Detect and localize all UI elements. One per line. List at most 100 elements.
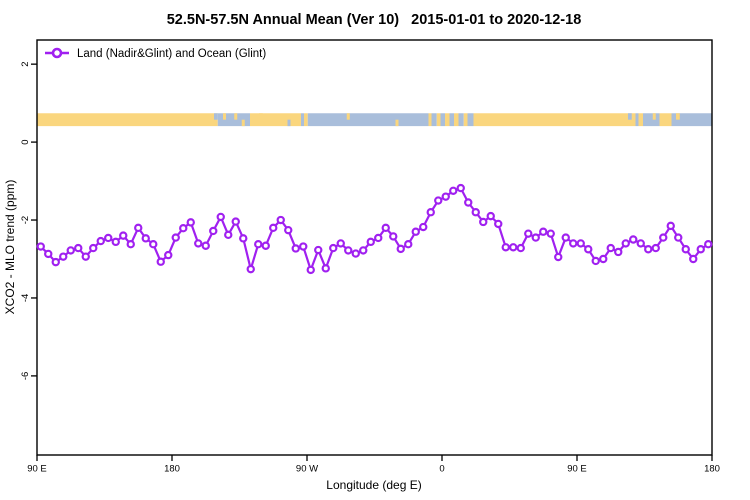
data-point-marker	[119, 231, 128, 240]
data-point-marker	[674, 233, 683, 242]
data-point-marker	[66, 246, 75, 255]
x-axis-tick-label: 90 W	[296, 464, 318, 475]
data-point-marker	[516, 243, 525, 253]
x-axis-tick-label: 90 E	[567, 464, 587, 475]
data-point-marker	[456, 183, 465, 193]
data-series	[36, 183, 713, 275]
data-point-marker	[509, 243, 518, 252]
data-point-marker	[396, 244, 405, 254]
map-band-segment-land	[445, 113, 450, 127]
data-point-marker	[659, 233, 668, 242]
map-band-segment-ocean	[635, 113, 639, 127]
map-band-segment-land	[436, 113, 441, 127]
data-point-marker	[366, 237, 375, 247]
data-point-marker	[479, 217, 488, 227]
data-point-marker	[636, 239, 645, 248]
data-point-marker	[419, 222, 428, 232]
data-point-marker	[344, 246, 353, 255]
map-band-speck-land	[395, 119, 399, 127]
y-axis-tick-label: 2	[20, 62, 31, 67]
x-axis-tick-label: 180	[164, 464, 180, 475]
map-band-segment-land	[250, 113, 301, 127]
data-point-marker	[96, 236, 105, 246]
data-point-marker	[164, 250, 173, 260]
y-axis-label: XCO2 - MLO trend (ppm)	[3, 180, 17, 315]
map-band-segment-land	[659, 113, 672, 127]
data-point-marker	[246, 264, 255, 274]
data-point-marker	[441, 192, 450, 201]
map-band-segment-ocean	[440, 113, 445, 127]
map-band-speck-ocean	[287, 119, 291, 127]
map-band-segment-land	[638, 113, 643, 127]
data-point-marker	[284, 225, 293, 235]
data-point-marker	[216, 212, 225, 222]
y-axis-tick-label: -2	[20, 216, 31, 224]
data-point-marker	[209, 226, 218, 236]
data-point-marker	[546, 229, 555, 238]
data-point-marker	[434, 196, 443, 205]
x-axis-label: Longitude (deg E)	[326, 478, 421, 492]
data-point-marker	[299, 242, 308, 251]
map-band-segment-ocean	[431, 113, 437, 127]
y-axis-tick-label: -4	[20, 294, 31, 302]
data-point-marker	[149, 239, 158, 249]
data-point-marker	[404, 239, 413, 249]
data-point-marker	[494, 219, 503, 229]
legend-label: Land (Nadir&Glint) and Ocean (Glint)	[77, 48, 266, 60]
data-point-marker	[74, 243, 83, 253]
map-band-speck-land	[346, 113, 350, 120]
data-point-marker	[651, 243, 660, 253]
map-band-speck-land	[223, 113, 226, 120]
map-band-segment-ocean	[643, 113, 660, 127]
data-point-marker	[449, 186, 458, 196]
map-band-segment-land	[473, 113, 636, 127]
data-point-marker	[134, 223, 143, 233]
data-point-marker	[104, 233, 113, 243]
data-point-marker	[501, 243, 510, 252]
data-point-marker	[614, 247, 623, 257]
map-band-speck-land	[676, 113, 680, 120]
data-point-marker	[471, 208, 480, 217]
data-point-marker	[314, 245, 323, 255]
data-point-marker	[389, 232, 398, 241]
data-point-marker	[239, 234, 248, 243]
x-axis-tick-label: 0	[439, 464, 444, 475]
data-point-marker	[486, 211, 495, 221]
map-band-segment-ocean	[217, 113, 250, 127]
data-point-marker	[261, 241, 270, 250]
data-point-marker	[644, 245, 653, 254]
axes: 90 E 180 90 W 0 90 E 180 2 0 -2 -4 -6	[20, 62, 720, 475]
map-band-speck-ocean	[214, 113, 218, 120]
legend: Land (Nadir&Glint) and Ocean (Glint)	[45, 47, 266, 60]
data-point-marker	[359, 246, 368, 255]
data-point-marker	[554, 252, 563, 262]
map-band-segment-land	[463, 113, 468, 127]
data-point-marker	[321, 264, 330, 273]
data-point-marker	[591, 256, 600, 266]
legend-marker-circle	[51, 47, 63, 59]
data-point-marker	[584, 245, 593, 254]
data-point-marker	[336, 239, 345, 248]
data-point-marker	[291, 244, 300, 253]
map-band-segment-ocean	[301, 113, 304, 127]
data-point-marker	[621, 239, 630, 248]
data-point-marker	[524, 229, 533, 238]
chart-title: 52.5N-57.5N Annual Mean (Ver 10) 2015-01…	[167, 12, 582, 28]
x-axis-tick-label: 90 E	[27, 464, 47, 475]
map-band-segment-land	[454, 113, 459, 127]
y-axis-tick-label: -6	[20, 372, 31, 380]
data-point-marker	[306, 265, 315, 275]
data-point-marker	[381, 223, 390, 233]
data-point-marker	[224, 230, 233, 240]
data-point-marker	[411, 227, 420, 236]
data-point-marker	[666, 221, 675, 231]
data-point-marker	[156, 257, 165, 266]
data-point-marker	[464, 198, 473, 207]
land-ocean-map-band	[37, 113, 712, 127]
data-point-marker	[254, 239, 263, 249]
data-point-marker	[126, 239, 135, 249]
data-point-marker	[374, 233, 383, 243]
data-point-marker	[689, 254, 698, 264]
data-point-marker	[194, 239, 203, 248]
